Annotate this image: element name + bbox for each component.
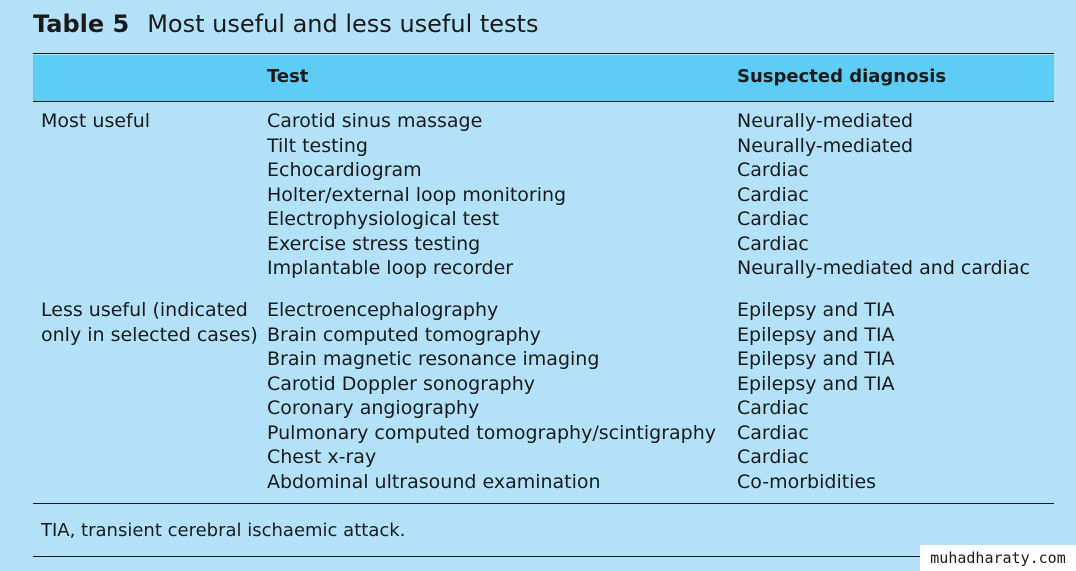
- test-cell: Electrophysiological test: [267, 208, 500, 230]
- table-caption: Most useful and less useful tests: [147, 10, 539, 38]
- header-rule: [33, 101, 1054, 102]
- diagnosis-cell: Neurally-mediated: [737, 134, 914, 157]
- test-cell: Brain magnetic resonance imaging: [267, 348, 600, 370]
- test-cell: Coronary angiography: [267, 397, 480, 419]
- group-label-line: Less useful (indicated: [41, 299, 248, 321]
- header-diagnosis: Suspected diagnosis: [737, 66, 947, 87]
- diagnosis-cell: Cardiac: [737, 183, 809, 206]
- test-column-group-2: Electroencephalography Brain computed to…: [267, 298, 716, 494]
- footer-rule: [33, 556, 920, 557]
- test-cell: Tilt testing: [267, 134, 368, 157]
- bottom-rule: [33, 503, 1054, 504]
- diagnosis-cell: Cardiac: [737, 397, 809, 419]
- test-cell: Electroencephalography: [267, 299, 499, 321]
- test-cell: Carotid sinus massage: [267, 110, 483, 132]
- diagnosis-column-group-2: Epilepsy and TIA Epilepsy and TIA Epilep…: [737, 298, 895, 494]
- top-rule: [33, 53, 1054, 54]
- diagnosis-cell: Neurally-mediated: [737, 110, 914, 132]
- test-cell: Abdominal ultrasound examination: [267, 470, 601, 493]
- group-label-less-useful: Less useful (indicated only in selected …: [41, 298, 258, 347]
- diagnosis-cell: Cardiac: [737, 446, 809, 468]
- test-cell: Exercise stress testing: [267, 232, 481, 255]
- diagnosis-cell: Epilepsy and TIA: [737, 323, 895, 346]
- diagnosis-cell: Cardiac: [737, 232, 809, 255]
- group-label-line: Most useful: [41, 110, 151, 132]
- table-title: Table 5 Most useful and less useful tests: [33, 10, 538, 38]
- diagnosis-column-group-1: Neurally-mediated Neurally-mediated Card…: [737, 109, 1030, 281]
- group-label-line: only in selected cases): [41, 323, 258, 346]
- test-cell: Echocardiogram: [267, 159, 422, 181]
- test-cell: Pulmonary computed tomography/scintigrap…: [267, 421, 717, 444]
- diagnosis-cell: Co-morbidities: [737, 470, 877, 493]
- test-cell: Holter/external loop monitoring: [267, 183, 567, 206]
- diagnosis-cell: Cardiac: [737, 159, 809, 181]
- test-cell: Brain computed tomography: [267, 323, 541, 346]
- table-footnote: TIA, transient cerebral ischaemic attack…: [41, 520, 406, 541]
- table-number: Table 5: [33, 10, 130, 38]
- test-cell: Chest x-ray: [267, 446, 377, 468]
- diagnosis-cell: Epilepsy and TIA: [737, 299, 895, 321]
- diagnosis-cell: Cardiac: [737, 208, 809, 230]
- diagnosis-cell: Epilepsy and TIA: [737, 348, 895, 370]
- test-cell: Implantable loop recorder: [267, 257, 514, 279]
- test-column-group-1: Carotid sinus massage Tilt testing Echoc…: [267, 109, 566, 281]
- diagnosis-cell: Epilepsy and TIA: [737, 372, 895, 395]
- group-label-most-useful: Most useful: [41, 109, 150, 134]
- test-cell: Carotid Doppler sonography: [267, 372, 536, 395]
- diagnosis-cell: Cardiac: [737, 421, 809, 444]
- diagnosis-cell: Neurally-mediated and cardiac: [737, 257, 1030, 279]
- site-watermark: muhadharaty.com: [920, 545, 1076, 571]
- header-test: Test: [267, 66, 309, 87]
- header-band: [33, 55, 1054, 101]
